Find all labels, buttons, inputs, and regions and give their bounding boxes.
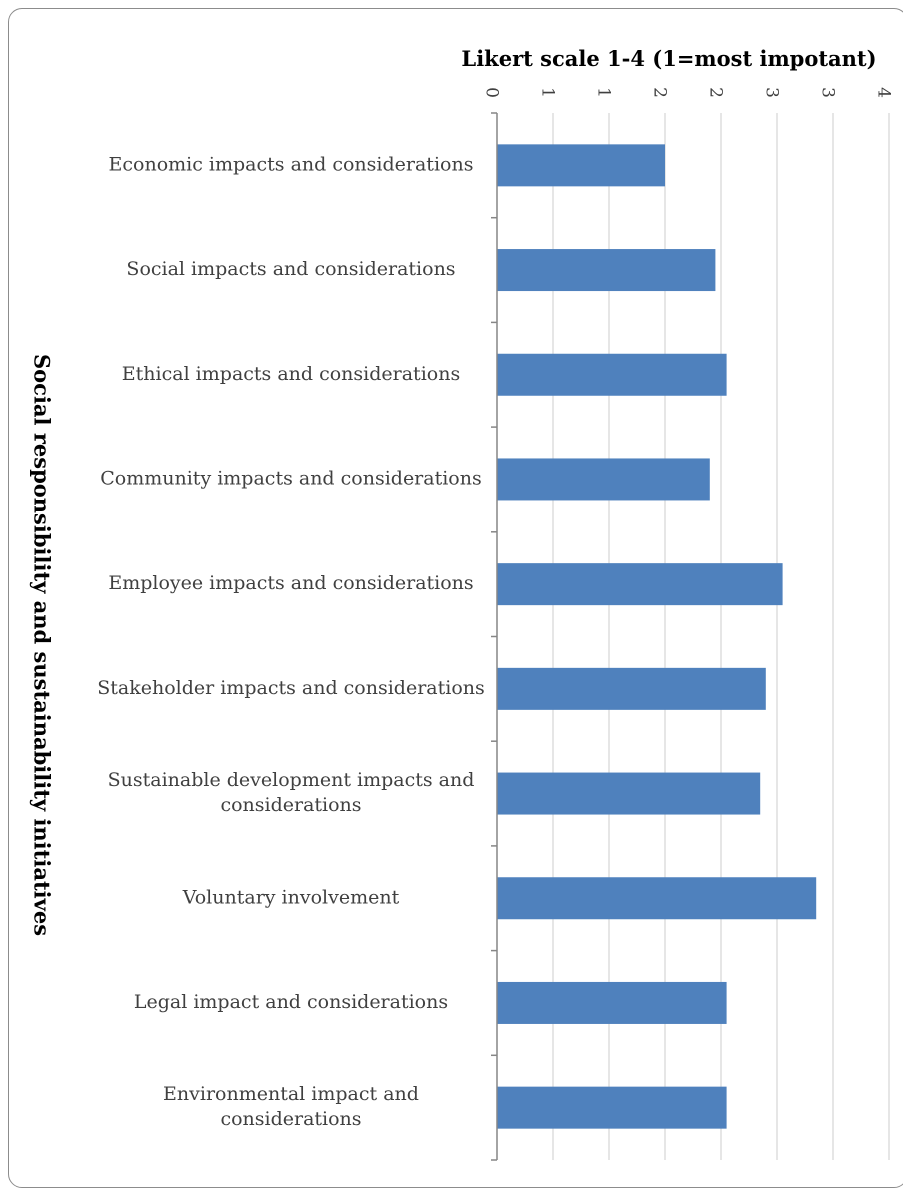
x-tick-label: 1 (594, 87, 614, 98)
category-label: Legal impact and considerations (134, 991, 448, 1013)
category-label-line: Community impacts and considerations (100, 467, 481, 489)
x-tick-label: 3 (762, 87, 782, 98)
category-label: Voluntary involvement (182, 886, 400, 908)
category-label: Stakeholder impacts and considerations (97, 677, 485, 699)
bar (497, 458, 710, 501)
x-tick-label: 0 (482, 87, 502, 98)
bar (497, 353, 727, 396)
category-label: Sustainable development impacts and consi… (108, 769, 475, 816)
category-label: Community impacts and considerations (100, 467, 481, 489)
bar (497, 563, 783, 606)
x-tick-label: 3 (818, 87, 838, 98)
category-label-line: Economic impacts and considerations (109, 153, 474, 175)
category-label: Economic impacts and considerations (109, 153, 474, 175)
category-labels: Economic impacts and considerations Socia… (97, 153, 485, 1130)
category-label: Social impacts and considerations (126, 258, 455, 280)
category-label-line: Stakeholder impacts and considerations (97, 677, 485, 699)
bar (497, 877, 817, 920)
category-label: Ethical impacts and considerations (122, 363, 460, 385)
bars (497, 144, 817, 1129)
category-label-line: Social impacts and considerations (126, 258, 455, 280)
y-axis-title: Social responsibility and sustainability… (30, 354, 55, 936)
category-label-line: Employee impacts and considerations (108, 572, 473, 594)
bar (497, 772, 761, 815)
category-label: Employee impacts and considerations (108, 572, 473, 594)
category-label: Environmental impact and considerations (163, 1083, 419, 1130)
x-tick-labels: 0 1 1 2 2 3 3 4 (482, 87, 894, 98)
bar (497, 1086, 727, 1129)
category-label-line: Ethical impacts and considerations (122, 363, 460, 385)
category-label-line: Environmental impact and (163, 1083, 419, 1105)
category-label-line: Voluntary involvement (182, 886, 400, 908)
x-tick-label: 2 (650, 87, 670, 98)
bar (497, 144, 665, 187)
bar (497, 249, 716, 292)
bar (497, 981, 727, 1024)
x-tick-label: 2 (706, 87, 726, 98)
x-axis-title: Likert scale 1-4 (1=most impotant) (461, 46, 876, 71)
category-label-line: Sustainable development impacts and (108, 769, 475, 791)
category-label-line: considerations (220, 794, 361, 816)
category-label-line: considerations (220, 1108, 361, 1130)
axes (491, 112, 498, 1161)
category-label-line: Legal impact and considerations (134, 991, 448, 1013)
x-tick-label: 4 (874, 87, 894, 98)
bar (497, 667, 766, 710)
x-tick-label: 1 (538, 87, 558, 98)
